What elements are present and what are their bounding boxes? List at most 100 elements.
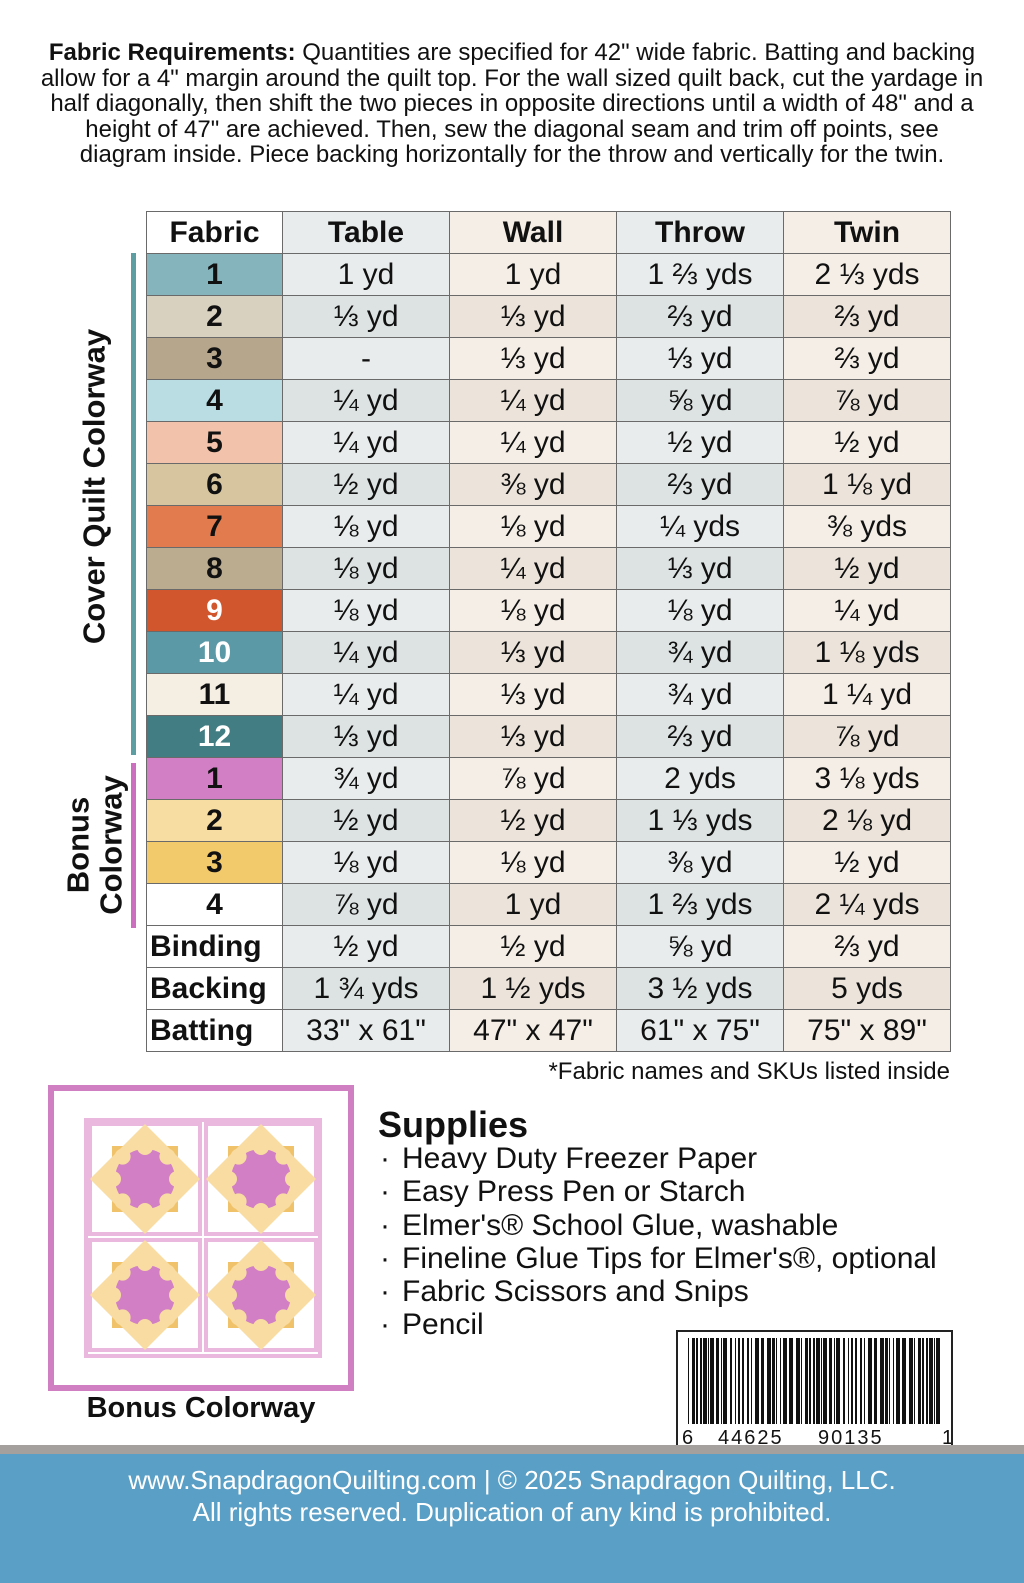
header-cell: Twin [783,211,951,254]
header-cell: Wall [449,211,617,254]
diagram-shape [221,1171,237,1187]
fabric-swatch: 1 [146,253,283,296]
quantity-cell: 1 yd [282,253,450,296]
barcode-bar [860,1338,862,1424]
barcode-bar [874,1338,877,1424]
quantity-cell: ¼ yd [282,673,450,716]
barcode-bar [823,1338,827,1424]
barcode-digit: 44625 [718,1427,784,1449]
row-label: Batting [146,1009,283,1052]
footer: www.SnapdragonQuilting.com | © 2025 Snap… [0,1445,1024,1583]
quantity-cell: 33" x 61" [282,1009,450,1052]
quantity-cell: 1 ¼ yd [783,673,951,716]
barcode-bar [834,1338,835,1424]
quantity-cell: 61" x 75" [616,1009,784,1052]
supply-item: · Heavy Duty Freezer Paper [380,1142,937,1175]
diagram-shape [137,1203,153,1219]
barcode-bar [829,1338,832,1424]
bullet: · [380,1241,390,1275]
diagram-shape [137,1255,153,1271]
diagram-shape [230,1264,247,1281]
quantity-cell: ½ yd [616,421,784,464]
diagram-shape [114,1193,131,1210]
barcode-bar [936,1338,940,1424]
barcode-bar [735,1338,736,1424]
diagram-shape [115,1149,175,1209]
footer-line: All rights reserved. Duplication of any … [192,1497,832,1527]
diagram-shape [285,1287,301,1303]
quantity-cell: ¼ yd [783,589,951,632]
barcode-bar [893,1338,894,1424]
supplies-title: Supplies [378,1104,529,1145]
quantity-cell: ⅔ yd [616,463,784,506]
quantity-cell: ½ yd [783,841,951,884]
barcode-bar [896,1338,900,1424]
supply-text: Heavy Duty Freezer Paper [402,1142,758,1175]
fabric-swatch: 6 [146,463,283,506]
diagram-shape [159,1309,176,1326]
diagram-shape [105,1171,121,1187]
intro: Fabric Requirements: Quantities are spec… [40,40,984,168]
fabric-swatch: 4 [146,883,283,926]
barcode-bar [742,1338,744,1424]
fabric-swatch: 5 [146,421,283,464]
diagram-shape [137,1139,153,1155]
quantity-cell: ¼ yd [449,547,617,590]
quantity-cell: 1 yd [449,883,617,926]
quantity-cell: 3 ½ yds [616,967,784,1010]
barcode-bar [747,1338,749,1424]
quantity-cell: ⅜ yds [783,505,951,548]
quantity-cell: ⅞ yd [282,883,450,926]
barcode-bar [761,1338,764,1424]
diagram-shape [230,1309,247,1326]
barcode-bar [926,1338,928,1424]
supply-text: Easy Press Pen or Starch [402,1175,746,1209]
row-label: Binding [146,925,283,968]
bullet: · [380,1308,390,1342]
barcode-bar [796,1338,800,1424]
diagram-shape [275,1309,292,1326]
bullet: · [380,1208,390,1242]
barcode-bar [909,1338,913,1424]
quantity-cell: ⅜ yd [616,841,784,884]
intro-label: Fabric Requirements: [48,39,296,66]
header-cell: Table [282,211,450,254]
quantity-cell: ⅔ yd [783,295,951,338]
intro-text: Quantities are specified for 42" wide fa… [40,39,984,168]
quantity-cell: 2 yds [616,757,784,800]
barcode-bar [767,1338,771,1424]
quantity-cell: ⅔ yd [616,715,784,758]
supply-item: · Fineline Glue Tips for Elmer's®, option… [380,1242,937,1275]
quantity-cell: ⅝ yd [616,925,784,968]
diagram-shape [159,1193,176,1210]
quantity-cell: ¼ yd [449,421,617,464]
quantity-cell: 1 ⅔ yds [616,883,784,926]
bullet: · [380,1175,390,1209]
diagram-shape [230,1148,247,1165]
quantity-cell: ¾ yd [616,673,784,716]
quantity-cell: 5 yds [783,967,951,1010]
barcode-bar [929,1338,933,1424]
fabric-swatch: 2 [146,295,283,338]
quantity-cell: ⅔ yd [783,337,951,380]
group-bar [131,253,136,755]
diagram-shape [253,1255,269,1271]
barcode-bar [700,1338,702,1424]
barcode-bar [809,1338,811,1424]
group-label: Cover Quilt Colorway [76,328,112,645]
barcode-bar [880,1338,884,1424]
barcode-bar [751,1338,752,1424]
diagram-shape [221,1287,237,1303]
group-label: Bonus Colorway [60,774,128,915]
barcode-bar [772,1338,775,1424]
diagram-shape [137,1319,153,1335]
barcode-digit: 1 [942,1427,951,1449]
quantity-cell: 3 ⅛ yds [783,757,951,800]
supply-text: Fineline Glue Tips for Elmer's®, optiona… [402,1241,937,1275]
barcode-bar [821,1338,822,1424]
barcode-bar [934,1338,935,1424]
quantity-cell: ⅛ yd [449,841,617,884]
quantity-cell: ½ yd [449,925,617,968]
fabric-swatch: 3 [146,841,283,884]
fabric-swatch: 3 [146,337,283,380]
